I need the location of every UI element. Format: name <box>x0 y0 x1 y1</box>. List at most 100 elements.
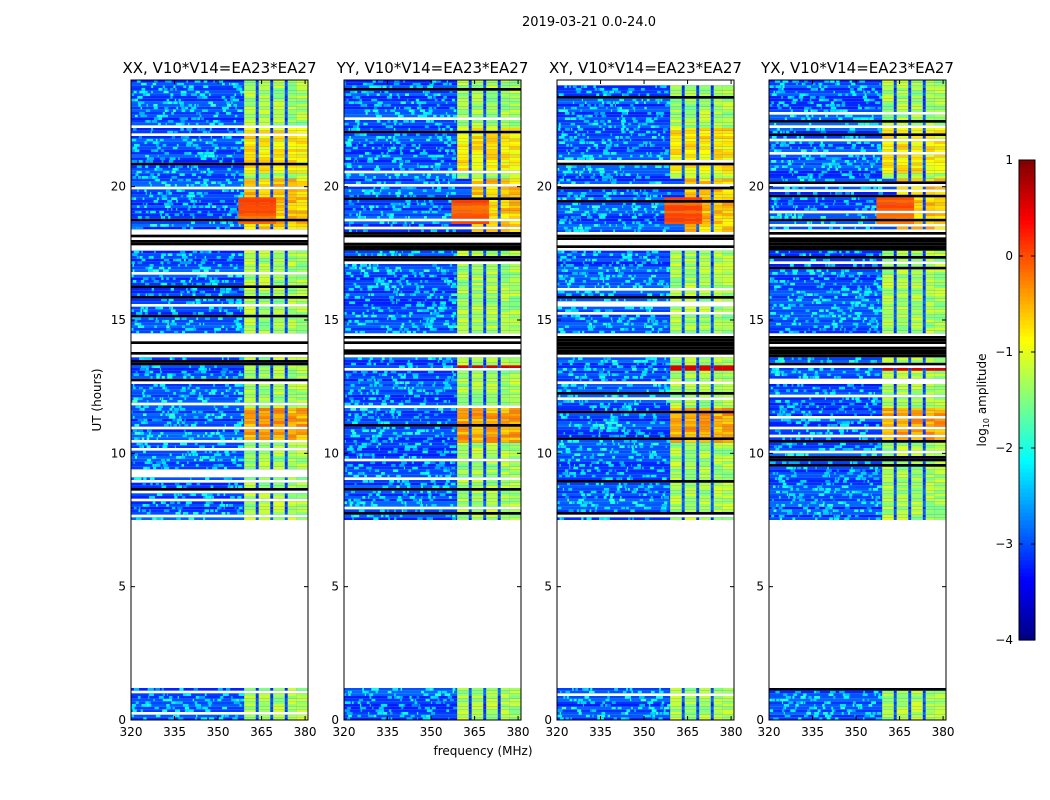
rfi-channel-cell <box>296 184 308 187</box>
noise-cell <box>570 472 577 475</box>
noise-cell <box>420 504 424 507</box>
rfi-channel-cell <box>287 717 297 720</box>
noise-cell <box>367 285 374 288</box>
noise-cell <box>432 168 438 171</box>
rfi-channel-cell <box>500 314 510 318</box>
background-row <box>344 213 521 216</box>
noise-cell <box>156 493 163 496</box>
rfi-channel-cell <box>287 226 297 230</box>
noise-cell <box>229 504 234 507</box>
strong-band-cell <box>457 365 469 368</box>
noise-cell <box>393 157 400 160</box>
rfi-channel-cell <box>258 461 271 464</box>
rfi-channel-cell <box>500 472 510 475</box>
rfi-channel-cell <box>287 120 297 123</box>
background-row <box>131 373 308 376</box>
rfi-channel-cell <box>273 400 285 403</box>
rfi-channel-cell <box>500 386 510 390</box>
noise-cell <box>389 85 393 88</box>
noise-cell <box>621 461 624 464</box>
noise-cell <box>561 517 565 520</box>
noise-cell <box>183 485 187 488</box>
noise-cell <box>619 498 626 502</box>
noise-cell <box>436 314 443 318</box>
rfi-channel-cell <box>287 173 297 176</box>
noise-cell <box>230 173 236 176</box>
noise-cell <box>361 189 365 192</box>
rfi-channel-cell <box>457 370 469 374</box>
noise-cell <box>557 709 563 712</box>
noise-cell <box>450 285 453 288</box>
background-row <box>344 429 521 432</box>
rfi-channel-cell <box>244 424 256 427</box>
noise-cell <box>234 384 241 387</box>
noise-cell <box>644 488 650 491</box>
rfi-channel-cell <box>486 125 498 128</box>
noise-cell <box>169 397 173 400</box>
noise-cell <box>587 469 592 472</box>
rfi-channel-cell <box>296 88 308 91</box>
noise-cell <box>579 464 586 467</box>
noise-cell <box>452 282 457 286</box>
noise-cell <box>411 461 414 464</box>
noise-cell <box>383 253 387 256</box>
noise-cell <box>204 698 211 702</box>
rfi-channel-cell <box>471 482 484 486</box>
noise-cell <box>447 114 451 118</box>
noise-cell <box>171 320 175 323</box>
noise-cell <box>380 280 385 283</box>
rfi-channel-cell <box>457 474 469 478</box>
rfi-channel-cell <box>670 696 682 699</box>
noise-cell <box>231 325 235 328</box>
noise-cell <box>380 413 384 416</box>
noise-cell <box>412 386 415 390</box>
rfi-channel-cell <box>471 301 484 304</box>
rfi-channel-cell <box>296 141 308 144</box>
noise-cell <box>137 189 139 192</box>
rfi-channel-cell <box>509 688 521 691</box>
noise-cell <box>208 704 212 707</box>
rfi-channel-cell <box>244 413 256 416</box>
noise-cell <box>225 389 228 392</box>
noise-cell <box>165 122 167 126</box>
noise-cell <box>392 290 399 294</box>
strong-band-cell <box>486 365 498 368</box>
rfi-channel-cell <box>471 717 484 720</box>
noise-cell <box>173 85 176 88</box>
noise-cell <box>204 90 209 94</box>
noise-cell <box>163 90 169 94</box>
rfi-channel-cell <box>471 453 484 456</box>
noise-cell <box>355 181 361 184</box>
noise-cell <box>361 408 368 411</box>
noise-cell <box>235 485 238 488</box>
noise-cell <box>354 413 359 416</box>
rfi-channel-cell <box>713 469 723 472</box>
noise-cell <box>156 141 160 144</box>
rfi-channel-cell <box>471 317 484 320</box>
noise-cell <box>150 90 154 94</box>
noise-cell <box>192 698 195 702</box>
noise-cell <box>560 458 565 462</box>
rfi-channel-cell <box>500 128 510 131</box>
rfi-channel-cell <box>273 506 285 510</box>
noise-cell <box>182 496 186 499</box>
rfi-channel-cell <box>296 194 308 198</box>
noise-cell <box>230 496 235 499</box>
noise-cell <box>451 429 455 432</box>
noise-cell <box>375 138 378 142</box>
rfi-channel-cell <box>699 698 711 702</box>
noise-cell <box>619 472 625 475</box>
noise-cell <box>195 90 200 94</box>
noise-cell <box>221 82 225 86</box>
rfi-channel-cell <box>471 464 484 467</box>
rfi-channel-cell <box>699 712 711 715</box>
rfi-channel-cell <box>684 506 697 510</box>
noise-cell <box>361 104 366 107</box>
rfi-channel-cell <box>273 101 285 104</box>
noise-cell <box>380 186 385 190</box>
rfi-channel-cell <box>500 309 510 312</box>
rfi-channel-cell <box>509 312 521 315</box>
rfi-channel-cell <box>486 138 498 142</box>
noise-cell <box>200 194 204 198</box>
noise-cell <box>418 104 421 107</box>
